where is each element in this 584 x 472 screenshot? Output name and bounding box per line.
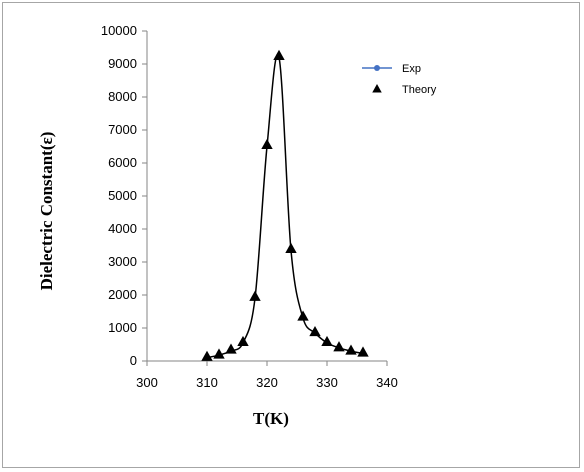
series-markers [201, 49, 369, 361]
y-tick-label: 9000 [108, 56, 137, 71]
y-tick-label: 0 [130, 353, 137, 368]
theory-marker [261, 138, 273, 150]
y-tick-label: 10000 [101, 23, 137, 38]
series-lines [205, 53, 365, 360]
legend-marker-theory [372, 84, 382, 93]
legend-marker-exp [374, 65, 380, 71]
chart-frame [2, 2, 580, 468]
y-tick-label: 2000 [108, 287, 137, 302]
x-tick-labels: 300 310 320 330 340 [136, 375, 398, 390]
series-line-exp [206, 53, 364, 359]
x-axis-title: T(K) [253, 409, 289, 428]
y-axis-title: Dielectric Constant(ε) [37, 132, 56, 291]
theory-marker [201, 350, 213, 361]
x-tick-label: 320 [256, 375, 278, 390]
x-tick-label: 340 [376, 375, 398, 390]
theory-marker [309, 325, 321, 337]
x-tick-label: 330 [316, 375, 338, 390]
y-tick-label: 1000 [108, 320, 137, 335]
theory-marker [321, 335, 333, 347]
theory-marker [297, 310, 309, 321]
theory-marker [225, 343, 237, 354]
legend: Exp Theory [362, 63, 437, 96]
theory-marker [249, 290, 261, 301]
x-tick-label: 300 [136, 375, 158, 390]
theory-marker [345, 344, 357, 355]
theory-marker [285, 242, 297, 253]
theory-marker [273, 49, 285, 60]
y-tick-label: 7000 [108, 122, 137, 137]
y-tick-label: 3000 [108, 254, 137, 269]
theory-marker [213, 348, 225, 359]
y-tick-label: 4000 [108, 221, 137, 236]
y-tick-label: 8000 [108, 89, 137, 104]
theory-marker [333, 341, 345, 352]
theory-marker [237, 335, 249, 347]
y-tick-labels: 0 1000 2000 3000 4000 5000 6000 7000 8000 9000 100… [101, 23, 137, 368]
x-tick-label: 310 [196, 375, 218, 390]
legend-label: Theory [402, 84, 437, 96]
y-tick-label: 6000 [108, 155, 137, 170]
theory-marker [357, 346, 369, 357]
y-tick-label: 5000 [108, 188, 137, 203]
legend-label: Exp [402, 63, 421, 75]
axes [142, 30, 388, 366]
